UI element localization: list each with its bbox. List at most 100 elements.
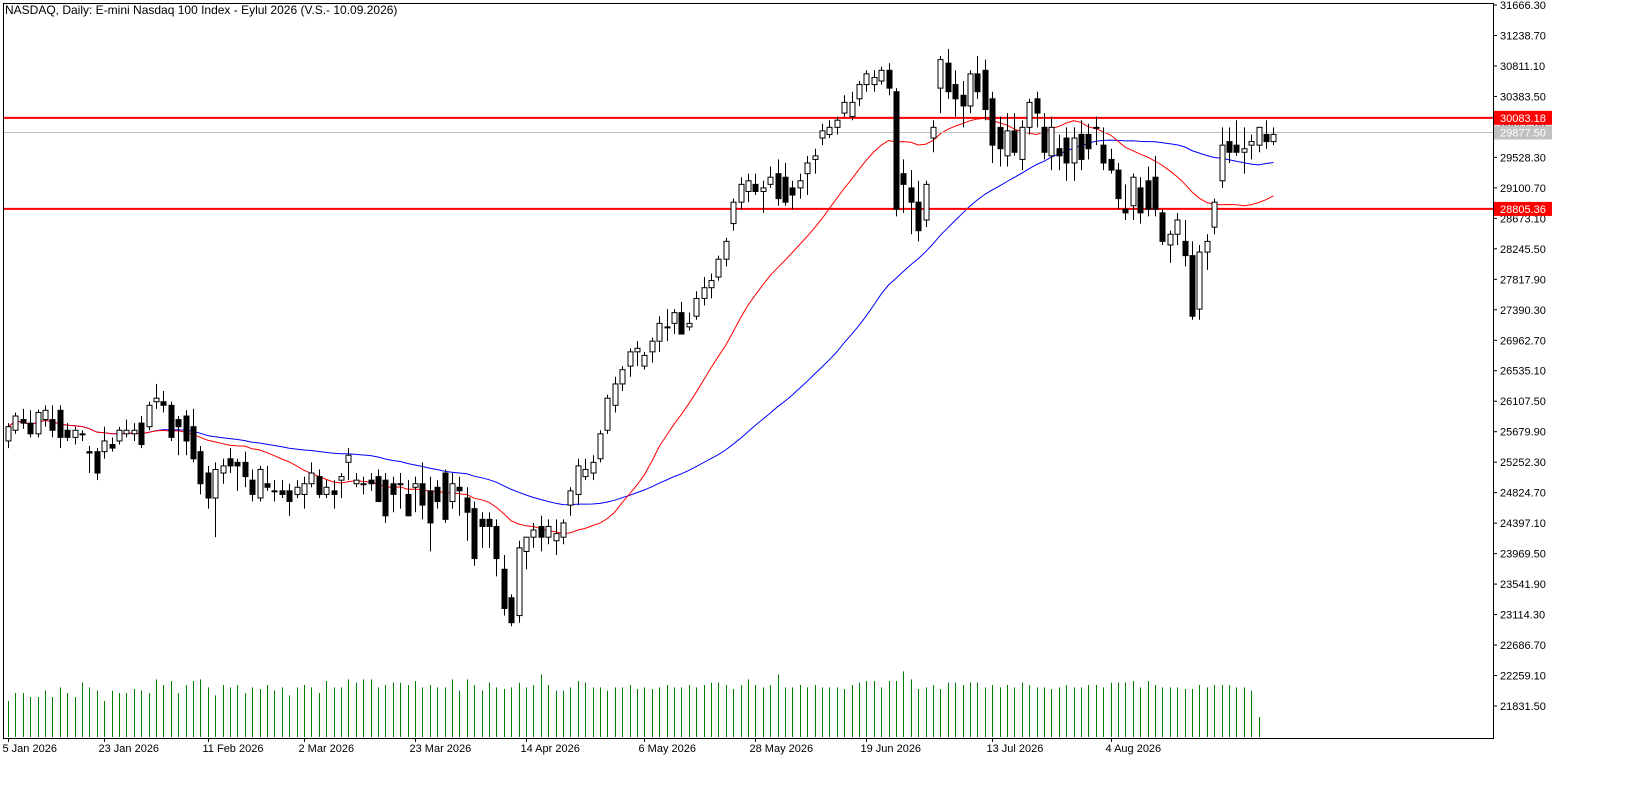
candle — [27, 410, 34, 438]
candle — [1071, 127, 1078, 181]
candle — [1004, 113, 1011, 167]
candle — [338, 473, 345, 498]
candle — [597, 430, 604, 463]
candle-body-up — [1019, 126, 1026, 160]
candle-body-down — [893, 91, 900, 210]
candle — [797, 173, 804, 199]
candle — [1093, 116, 1100, 146]
candle — [782, 162, 789, 206]
candle-body-down — [234, 461, 241, 467]
candle-body-up — [1241, 148, 1248, 153]
candle — [1056, 134, 1063, 171]
time-axis[interactable]: 5 Jan 2026 23 Jan 2026 11 Feb 2026 2 Mar 20… — [3, 738, 1162, 755]
candle-body-up — [1196, 251, 1203, 310]
candle — [974, 56, 981, 99]
candle-body-down — [382, 479, 389, 517]
candle — [1026, 98, 1033, 135]
current-price-tag-text: 29877.50 — [1500, 128, 1546, 140]
candle — [767, 166, 774, 188]
candle-body-up — [619, 369, 626, 385]
candle — [20, 408, 27, 429]
y-tick-label: 26962.70 — [1500, 335, 1546, 347]
candle — [64, 423, 71, 441]
candle — [49, 405, 56, 438]
candle-body-down — [86, 451, 93, 454]
candle — [812, 148, 819, 174]
candle-body-down — [368, 479, 375, 485]
candle — [197, 445, 204, 495]
candle-body-down — [390, 483, 397, 495]
candle-body-down — [190, 426, 197, 460]
candle — [560, 519, 567, 545]
candle — [234, 458, 241, 491]
candle — [1048, 116, 1055, 171]
candle — [627, 348, 634, 377]
candle-body-up — [612, 383, 619, 406]
price-axis[interactable]: 31666.3031238.7030811.1030383.5029955.90… — [1493, 0, 1546, 713]
candle-body-down — [49, 419, 56, 431]
candle — [775, 159, 782, 206]
candle — [745, 173, 752, 203]
y-tick-label: 23114.30 — [1500, 610, 1545, 622]
candle — [1182, 219, 1189, 267]
candle — [368, 473, 375, 491]
candle — [190, 408, 197, 463]
volume-bars — [8, 671, 1260, 737]
candle-body-down — [982, 69, 989, 111]
candle — [730, 198, 737, 231]
candle-body-up — [353, 479, 360, 485]
candle — [175, 416, 182, 456]
candle-body-up — [745, 180, 752, 192]
candle-body-up — [819, 130, 826, 139]
candle-body-up — [294, 486, 301, 495]
candle — [641, 351, 648, 370]
candle-body-down — [908, 187, 915, 203]
candle — [345, 448, 352, 481]
support-price-tag-bg — [1494, 201, 1552, 216]
candle — [1219, 127, 1226, 188]
resistance-price-tag-text: 30083.18 — [1500, 113, 1546, 125]
candle-body-up — [523, 536, 530, 552]
candle-body-up — [360, 483, 367, 486]
candle — [878, 66, 885, 85]
candle-body-up — [220, 465, 227, 474]
candle — [656, 316, 663, 352]
candle — [834, 116, 841, 135]
candle-body-up — [1167, 233, 1174, 246]
candle-body-up — [715, 258, 722, 278]
candle — [412, 476, 419, 513]
candle-body-up — [35, 411, 42, 435]
candle-body-up — [856, 84, 863, 100]
candle-body-down — [20, 419, 27, 424]
candle-body-up — [634, 347, 641, 353]
candle-body-up — [664, 326, 671, 329]
candle-body-down — [1233, 144, 1240, 153]
candle-body-up — [597, 433, 604, 460]
candle — [863, 70, 870, 92]
candle-body-down — [249, 479, 256, 495]
candle-body-down — [1182, 240, 1189, 257]
candle — [1211, 198, 1218, 235]
candle — [397, 473, 404, 509]
candle-body-up — [937, 59, 944, 89]
x-tick-label: 5 Jan 2026 — [3, 743, 57, 755]
candle-body-down — [175, 419, 182, 428]
candle — [1078, 120, 1085, 171]
candle-body-up — [656, 322, 663, 342]
x-tick-label: 11 Feb 2026 — [203, 743, 264, 755]
candle — [1248, 134, 1255, 160]
candle — [271, 480, 278, 502]
candle-body-up — [797, 180, 804, 189]
candle — [5, 423, 12, 449]
candle-body-up — [738, 183, 745, 203]
candle-body-down — [286, 490, 293, 503]
candle-body-down — [752, 183, 759, 192]
candle-body-up — [257, 468, 264, 499]
candle — [227, 448, 234, 474]
resistance-price-tag: 30083.18 — [1494, 110, 1552, 125]
candle — [493, 519, 500, 577]
y-tick-label: 22686.70 — [1500, 640, 1546, 652]
candle-body-up — [212, 468, 219, 499]
candle — [634, 341, 641, 367]
